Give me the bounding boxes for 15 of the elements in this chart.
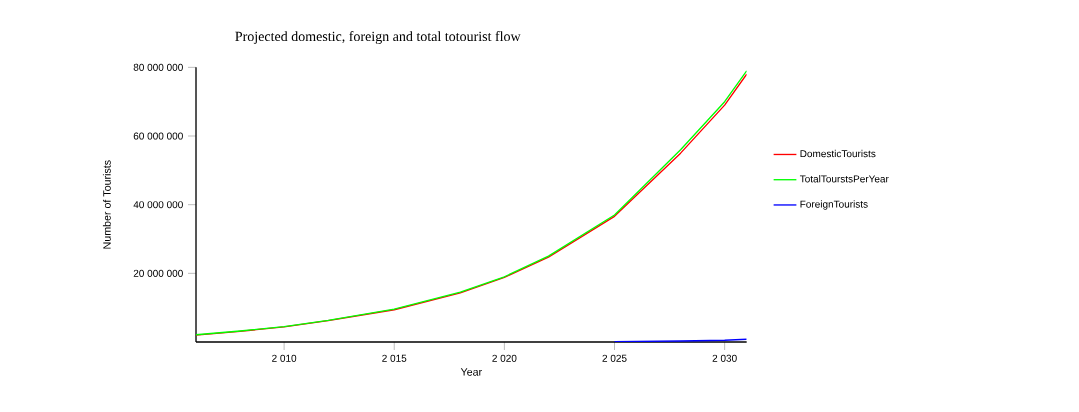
x-tick-label: 2 010 — [272, 354, 297, 362]
y-tick-label: 20 000 000 — [133, 269, 183, 277]
y-tick-label: 80 000 000 — [133, 63, 183, 71]
legend-label: DomesticTourists — [800, 149, 876, 158]
x-tick-label: 2 015 — [382, 354, 407, 362]
y-tick-label: 60 000 000 — [133, 132, 183, 140]
x-axis-title: Year — [460, 368, 482, 376]
y-axis-title: Number of Tourists — [102, 160, 111, 249]
x-tick-label: 2 025 — [602, 354, 627, 362]
legend-label: ForeignTourists — [800, 200, 868, 210]
y-tick-label: 40 000 000 — [133, 201, 183, 209]
legend-label: TotalTourstsPerYear — [799, 175, 889, 183]
x-tick-label: 2 030 — [712, 354, 737, 362]
x-tick-label: 2 020 — [492, 354, 517, 362]
chart-title: Projected domestic, foreign and total totourist flow — [235, 31, 521, 44]
